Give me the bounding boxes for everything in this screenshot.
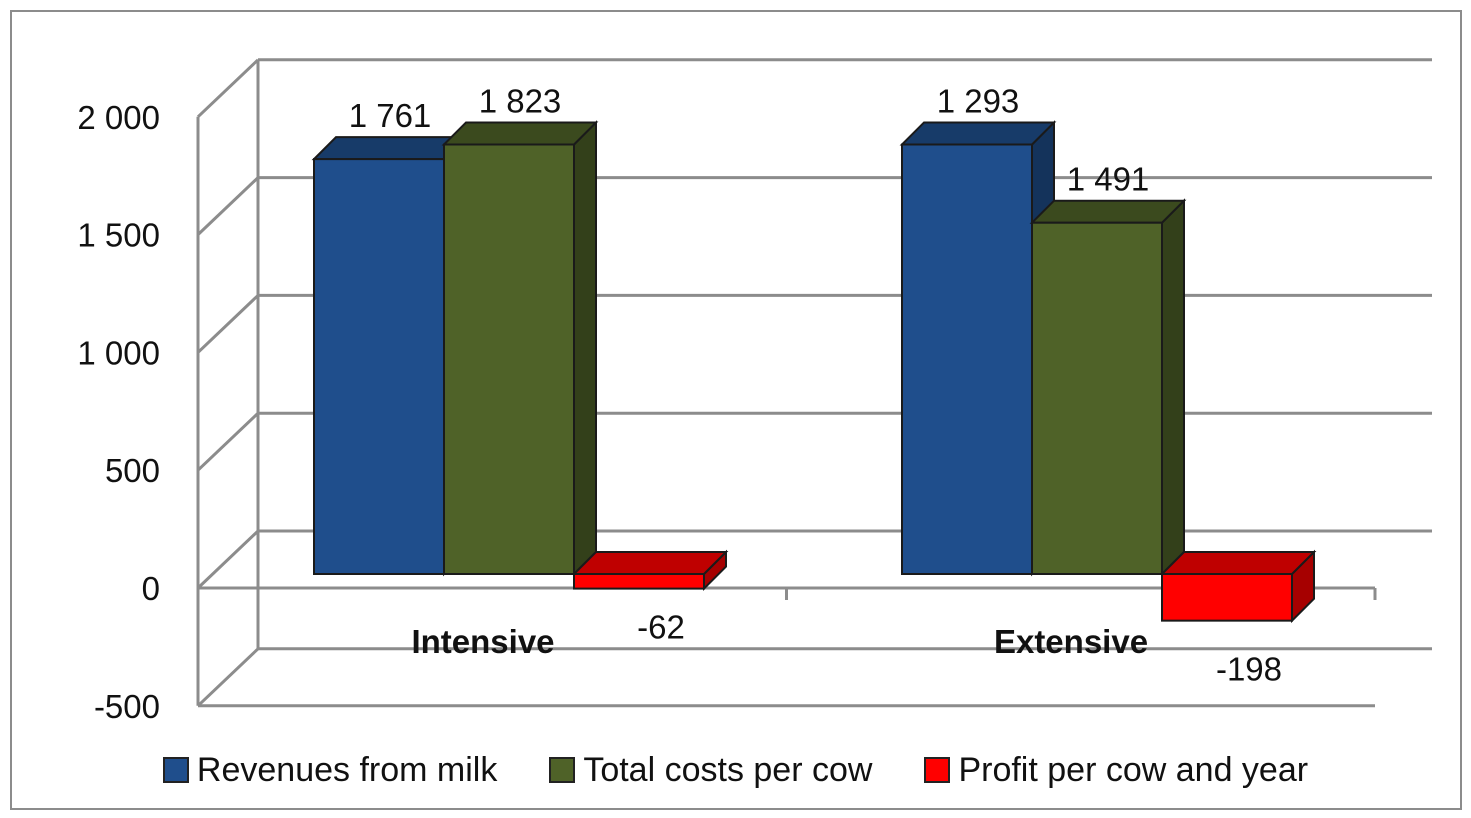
legend-item-revenues: Revenues from milk — [162, 750, 498, 790]
x-tick-label: Intensive — [411, 623, 554, 660]
bar — [313, 158, 445, 575]
side-wall-gridline — [196, 58, 260, 118]
legend-label-revenues: Revenues from milk — [196, 750, 498, 789]
side-wall-gridline — [196, 529, 260, 590]
bar-top — [1029, 199, 1187, 224]
legend-swatch-costs — [549, 757, 576, 783]
bar-top — [571, 551, 729, 575]
bar-side — [1161, 198, 1185, 577]
legend-swatch-revenues — [162, 757, 189, 783]
data-label: 1 293 — [937, 83, 1020, 120]
legend-swatch-profit — [924, 757, 951, 783]
bar-top — [441, 121, 599, 146]
bar-top — [1159, 551, 1317, 575]
legend: Revenues from milk Total costs per cow P… — [0, 748, 1471, 792]
data-label: 1 761 — [349, 97, 432, 134]
y-tick-label: -500 — [94, 688, 160, 725]
data-label: -198 — [1216, 651, 1282, 688]
legend-item-profit: Profit per cow and year — [924, 751, 1308, 790]
side-wall-gridline — [196, 176, 260, 236]
legend-item-costs: Total costs per cow — [549, 751, 872, 790]
side-wall-gridline — [196, 412, 260, 472]
data-label: -62 — [637, 609, 685, 646]
y-tick-label: 500 — [105, 452, 160, 489]
legend-label-profit: Profit per cow and year — [958, 750, 1309, 789]
bar — [1161, 573, 1293, 622]
bar — [443, 143, 575, 576]
chart-frame — [10, 10, 1462, 810]
data-label: 1 491 — [1067, 161, 1150, 198]
side-wall-gridline — [196, 294, 260, 354]
bar-side — [573, 120, 597, 577]
y-tick-label: 2 000 — [77, 99, 160, 136]
legend-label-costs: Total costs per cow — [583, 750, 873, 789]
bar — [1031, 221, 1163, 575]
bar — [901, 143, 1033, 576]
y-tick-label: 1 500 — [77, 217, 160, 254]
x-tick-label: Extensive — [994, 623, 1148, 660]
y-tick-label: 1 000 — [77, 334, 160, 371]
y-tick-label: 0 — [142, 570, 160, 607]
bar — [573, 573, 705, 590]
side-wall-gridline — [196, 647, 260, 707]
data-label: 1 823 — [479, 83, 562, 120]
bar-top — [899, 121, 1057, 146]
